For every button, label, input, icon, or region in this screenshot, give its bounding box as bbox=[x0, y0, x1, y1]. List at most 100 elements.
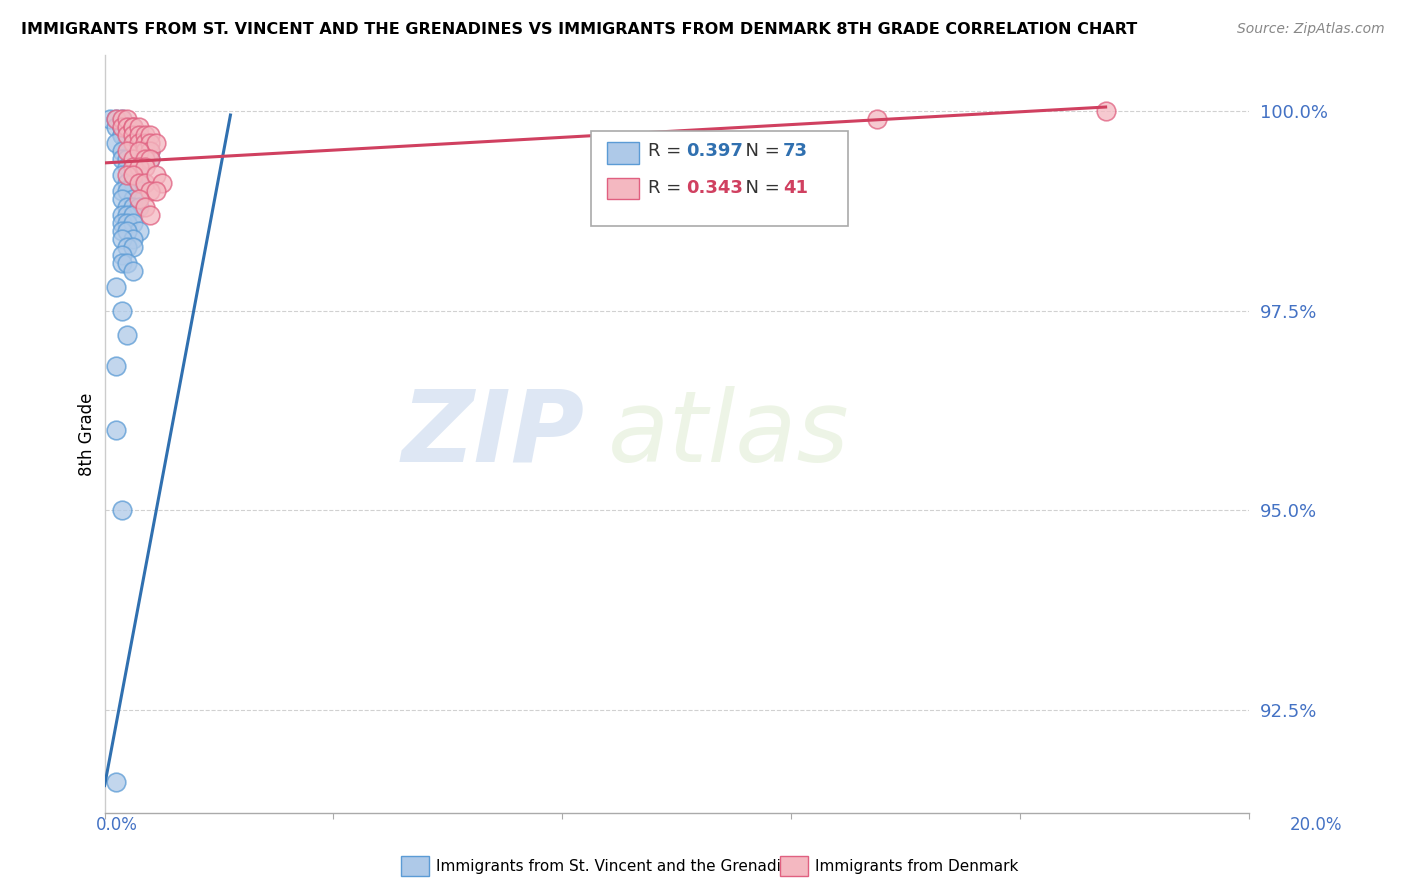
Point bbox=[117, 120, 139, 134]
Point bbox=[111, 144, 134, 158]
Point bbox=[128, 168, 150, 182]
Point bbox=[134, 176, 156, 190]
Point bbox=[128, 176, 150, 190]
Point bbox=[128, 120, 150, 134]
Point bbox=[122, 200, 145, 214]
Point bbox=[117, 168, 139, 182]
Point bbox=[105, 423, 128, 437]
Text: 73: 73 bbox=[783, 143, 808, 161]
FancyBboxPatch shape bbox=[607, 143, 638, 163]
Point bbox=[111, 503, 134, 517]
Point bbox=[145, 136, 167, 150]
Point bbox=[139, 152, 162, 166]
Point bbox=[105, 136, 128, 150]
Point bbox=[111, 303, 134, 318]
Point bbox=[122, 152, 145, 166]
Text: R =: R = bbox=[648, 179, 688, 197]
Point bbox=[866, 112, 889, 126]
Point bbox=[111, 120, 134, 134]
Point bbox=[111, 208, 134, 222]
Point bbox=[128, 144, 150, 158]
Point bbox=[117, 224, 139, 238]
Point bbox=[111, 120, 134, 134]
Text: ZIP: ZIP bbox=[402, 386, 585, 483]
Point bbox=[145, 168, 167, 182]
Point bbox=[128, 128, 150, 142]
Text: 0.0%: 0.0% bbox=[96, 816, 138, 834]
Point bbox=[111, 112, 134, 126]
Point bbox=[134, 144, 156, 158]
Point bbox=[128, 184, 150, 198]
Point bbox=[117, 327, 139, 342]
Point bbox=[111, 120, 134, 134]
Point bbox=[111, 216, 134, 230]
Point bbox=[122, 128, 145, 142]
Point bbox=[105, 359, 128, 374]
Text: N =: N = bbox=[734, 179, 786, 197]
Point bbox=[105, 774, 128, 789]
Point bbox=[128, 136, 150, 150]
Text: Immigrants from St. Vincent and the Grenadines: Immigrants from St. Vincent and the Gren… bbox=[436, 859, 808, 873]
Point bbox=[1094, 103, 1116, 118]
Point bbox=[134, 152, 156, 166]
Point bbox=[145, 184, 167, 198]
Point bbox=[122, 120, 145, 134]
Text: 20.0%: 20.0% bbox=[1291, 816, 1343, 834]
Point bbox=[111, 232, 134, 246]
Point bbox=[134, 160, 156, 174]
Point bbox=[122, 136, 145, 150]
Point bbox=[105, 112, 128, 126]
Point bbox=[128, 144, 150, 158]
Text: Immigrants from Denmark: Immigrants from Denmark bbox=[815, 859, 1019, 873]
Point bbox=[111, 168, 134, 182]
Point bbox=[122, 136, 145, 150]
Point bbox=[150, 176, 173, 190]
Point bbox=[128, 192, 150, 206]
Point bbox=[117, 255, 139, 269]
Point bbox=[122, 176, 145, 190]
Y-axis label: 8th Grade: 8th Grade bbox=[79, 392, 96, 476]
Point bbox=[111, 255, 134, 269]
Text: 0.343: 0.343 bbox=[686, 179, 742, 197]
Point bbox=[117, 216, 139, 230]
Point bbox=[111, 184, 134, 198]
Point bbox=[122, 120, 145, 134]
Point bbox=[139, 144, 162, 158]
Point bbox=[122, 240, 145, 254]
Point bbox=[128, 128, 150, 142]
Point bbox=[122, 128, 145, 142]
Point bbox=[139, 144, 162, 158]
Point bbox=[111, 224, 134, 238]
Text: N =: N = bbox=[734, 143, 786, 161]
Point bbox=[139, 208, 162, 222]
Point bbox=[117, 128, 139, 142]
Point bbox=[128, 224, 150, 238]
Point bbox=[128, 136, 150, 150]
Point bbox=[105, 279, 128, 293]
Point bbox=[128, 160, 150, 174]
Point bbox=[139, 128, 162, 142]
Point bbox=[122, 208, 145, 222]
Point bbox=[128, 176, 150, 190]
Text: 41: 41 bbox=[783, 179, 808, 197]
Point bbox=[122, 160, 145, 174]
Point bbox=[117, 112, 139, 126]
Point bbox=[122, 120, 145, 134]
Point bbox=[122, 144, 145, 158]
Text: 0.397: 0.397 bbox=[686, 143, 742, 161]
Point bbox=[139, 184, 162, 198]
Point bbox=[111, 152, 134, 166]
Point bbox=[117, 120, 139, 134]
Point bbox=[111, 128, 134, 142]
Text: Source: ZipAtlas.com: Source: ZipAtlas.com bbox=[1237, 22, 1385, 37]
Point bbox=[111, 128, 134, 142]
Point bbox=[98, 112, 121, 126]
Point bbox=[139, 136, 162, 150]
Point bbox=[117, 152, 139, 166]
Point bbox=[105, 120, 128, 134]
Point bbox=[134, 144, 156, 158]
Point bbox=[122, 192, 145, 206]
Point bbox=[117, 128, 139, 142]
Point bbox=[117, 120, 139, 134]
Point bbox=[134, 200, 156, 214]
